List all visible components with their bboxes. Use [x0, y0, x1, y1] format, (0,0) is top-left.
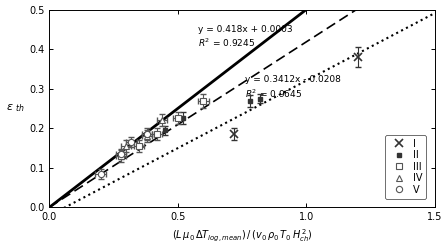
Text: y = 0.418x + 0.0003
$R^2$ = 0.9245: y = 0.418x + 0.0003 $R^2$ = 0.9245 — [198, 24, 293, 49]
X-axis label: $(L\,\mu_0\,\Delta T_{log,mean})\,/\,(v_0\,\rho_0\,T_0\,H_{ch}^{\,2})$: $(L\,\mu_0\,\Delta T_{log,mean})\,/\,(v_… — [172, 228, 312, 244]
Y-axis label: $\varepsilon$ $_{th}$: $\varepsilon$ $_{th}$ — [5, 102, 25, 115]
Text: y = 0.3412x - 0.0208
$R^2$ = 0.9645: y = 0.3412x - 0.0208 $R^2$ = 0.9645 — [245, 75, 340, 100]
Legend: I, II, III, IV, V: I, II, III, IV, V — [385, 135, 426, 198]
